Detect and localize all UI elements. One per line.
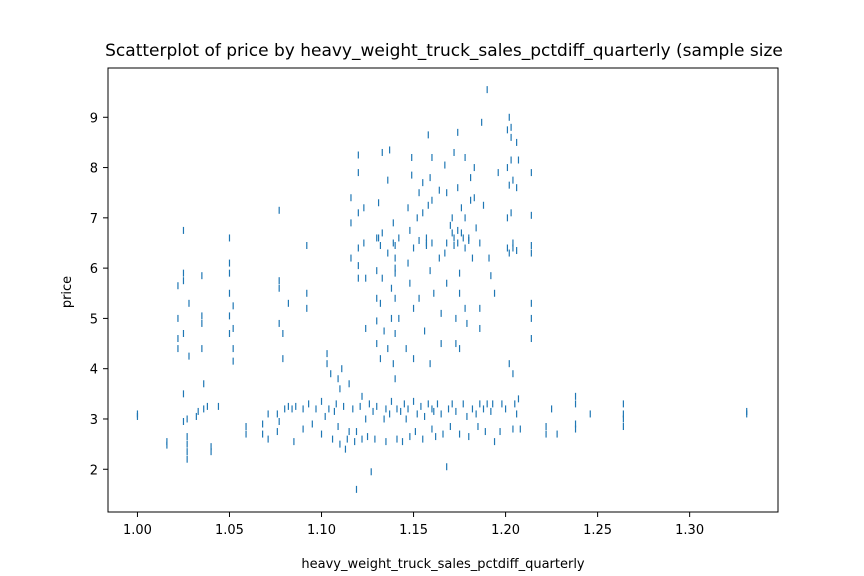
y-tick-label: 6 — [90, 262, 98, 277]
y-tick-label: 7 — [90, 212, 98, 227]
y-tick-label: 2 — [90, 463, 98, 478]
y-tick-label: 3 — [90, 413, 98, 428]
chart-title: Scatterplot of price by heavy_weight_tru… — [105, 41, 783, 61]
x-tick-label: 1.25 — [583, 523, 612, 538]
y-axis-title: price — [60, 276, 75, 308]
y-tick-label: 5 — [90, 312, 98, 327]
y-axis: 2 3 4 5 6 7 8 9 — [90, 111, 108, 478]
x-tick-label: 1.30 — [675, 523, 704, 538]
x-tick-label: 1.15 — [399, 523, 428, 538]
x-tick-label: 1.10 — [307, 523, 336, 538]
x-axis-title: heavy_weight_truck_sales_pctdiff_quarter… — [301, 557, 585, 572]
y-tick-label: 9 — [90, 111, 98, 126]
x-tick-label: 1.05 — [215, 523, 244, 538]
plot-points — [136, 86, 748, 493]
y-tick-label: 8 — [90, 162, 98, 177]
plot-area-frame — [107, 67, 779, 513]
y-tick-label: 4 — [90, 363, 98, 378]
x-tick-label: 1.20 — [491, 523, 520, 538]
x-tick-label: 1.00 — [123, 523, 152, 538]
x-axis: 1.00 1.05 1.10 1.15 1.20 1.25 1.30 — [123, 512, 704, 538]
